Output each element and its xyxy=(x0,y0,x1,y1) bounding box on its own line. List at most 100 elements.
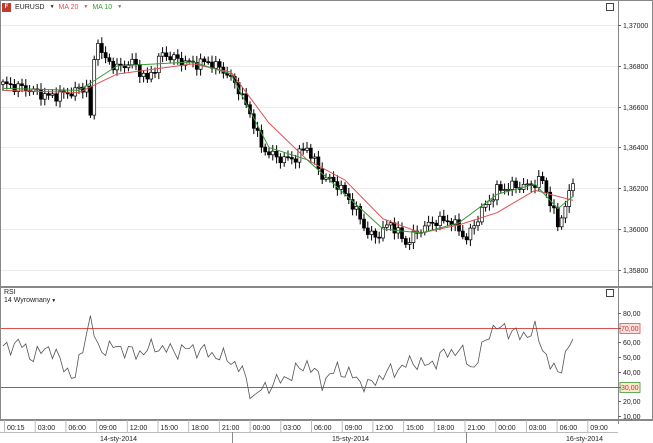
candle-body xyxy=(263,146,268,153)
candle-body xyxy=(430,221,435,224)
candle-body xyxy=(483,204,488,208)
candle-body xyxy=(16,83,21,92)
ma10-label[interactable]: MA 10 xyxy=(92,3,113,11)
candle-body xyxy=(164,52,169,57)
candle-body xyxy=(103,52,108,59)
symbol-label[interactable]: EURUSD xyxy=(15,3,45,11)
candle-body xyxy=(42,93,47,100)
candle-body xyxy=(536,176,541,188)
price-tick-label: 1,37000 xyxy=(623,23,648,30)
candle-body xyxy=(514,180,518,189)
candle-body xyxy=(168,56,173,61)
candle-body xyxy=(118,63,123,66)
candle-body xyxy=(479,206,484,223)
candle-body xyxy=(259,130,264,148)
rsi-title[interactable]: RSI xyxy=(4,289,16,296)
candle-body xyxy=(99,43,104,53)
price-panel-maximize-icon[interactable] xyxy=(606,3,614,11)
candle-body xyxy=(20,83,24,87)
candle-body xyxy=(77,86,81,89)
ma20-dropdown-icon[interactable]: ▼ xyxy=(83,4,89,10)
candle-body xyxy=(434,222,439,227)
candle-body xyxy=(202,58,207,63)
rsi-tick-label: 50,00 xyxy=(623,355,641,362)
rsi-dropdown-icon[interactable]: ▼ xyxy=(51,298,57,304)
candle-body xyxy=(160,52,165,57)
rsi-tick-label: 60,00 xyxy=(623,340,641,347)
candle-body xyxy=(111,61,116,71)
time-tick-label: 00:00 xyxy=(253,425,271,432)
time-tick-label: 12:00 xyxy=(375,425,393,432)
candle-body xyxy=(23,85,28,92)
candle-body xyxy=(92,59,97,116)
candle-body xyxy=(141,72,146,77)
candle-body xyxy=(153,72,157,74)
candle-body xyxy=(506,189,511,191)
candle-body xyxy=(369,230,374,235)
date-tick-label: 15-sty-2014 xyxy=(332,436,369,443)
candle-body xyxy=(274,150,279,158)
rsi-subtitle[interactable]: 14 Wyrownany xyxy=(4,297,51,304)
candle-body xyxy=(213,61,218,69)
candle-body xyxy=(464,236,469,241)
rsi-tick-label: 20,00 xyxy=(623,399,641,406)
candle-body xyxy=(502,189,507,191)
candle-body xyxy=(107,57,112,62)
candle-body xyxy=(559,217,564,228)
rsi-panel-border xyxy=(0,287,653,420)
candle-body xyxy=(4,81,9,85)
candle-body xyxy=(487,200,492,205)
candle-body xyxy=(377,236,382,239)
candle-body xyxy=(540,176,545,182)
candle-body xyxy=(350,199,355,210)
candle-body xyxy=(270,150,275,156)
rsi-level-label: 30,00 xyxy=(621,385,639,392)
ma10-line xyxy=(2,61,574,234)
rsi-level-label: 70,00 xyxy=(621,326,639,333)
candle-body xyxy=(206,61,211,64)
candle-body xyxy=(122,64,127,69)
candle-body xyxy=(495,184,499,201)
candle-body xyxy=(312,156,317,159)
candle-body xyxy=(69,93,74,97)
time-tick-label: 18:00 xyxy=(437,425,455,432)
rsi-panel-maximize-icon[interactable] xyxy=(606,289,614,297)
time-tick-label: 06:00 xyxy=(560,425,578,432)
time-tick-label: 21:00 xyxy=(222,425,240,432)
price-tick-label: 1,35800 xyxy=(623,268,648,275)
time-tick-label: 09:00 xyxy=(99,425,117,432)
candle-body xyxy=(301,148,306,151)
symbol-dropdown-icon[interactable]: ▼ xyxy=(49,4,55,10)
candle-body xyxy=(282,156,287,164)
candle-body xyxy=(308,147,313,159)
candle-body xyxy=(354,205,359,210)
price-panel xyxy=(1,37,575,250)
rsi-panel: 70,00 30,00 xyxy=(0,315,641,400)
candle-body xyxy=(126,64,131,69)
candle-body xyxy=(229,74,233,77)
time-tick-label: 09:00 xyxy=(590,425,608,432)
rsi-tick-label: 80,00 xyxy=(623,311,641,318)
price-tick-label: 1,36600 xyxy=(623,105,648,112)
candle-body xyxy=(438,215,442,227)
date-tick-label: 16-sty-2014 xyxy=(566,436,603,443)
candle-body xyxy=(278,156,283,164)
candle-body xyxy=(476,221,480,227)
time-tick-label: 06:00 xyxy=(314,425,332,432)
time-tick-label: 09:00 xyxy=(345,425,363,432)
price-tick-label: 1,36200 xyxy=(623,186,648,193)
rsi-tick-label: 40,00 xyxy=(623,370,641,377)
rsi-header: RSI 14 Wyrownany▼ xyxy=(4,289,56,305)
candle-body xyxy=(1,81,5,85)
time-tick-label: 03:00 xyxy=(529,425,547,432)
candle-body xyxy=(327,176,332,179)
candle-body xyxy=(525,183,530,186)
ma20-label[interactable]: MA 20 xyxy=(58,3,79,11)
candle-body xyxy=(472,225,477,229)
candle-body xyxy=(491,199,496,202)
candle-body xyxy=(130,58,135,66)
ma10-dropdown-icon[interactable]: ▼ xyxy=(117,4,123,10)
candle-body xyxy=(145,72,150,80)
grid-lines xyxy=(0,25,618,271)
candle-body xyxy=(58,90,62,102)
